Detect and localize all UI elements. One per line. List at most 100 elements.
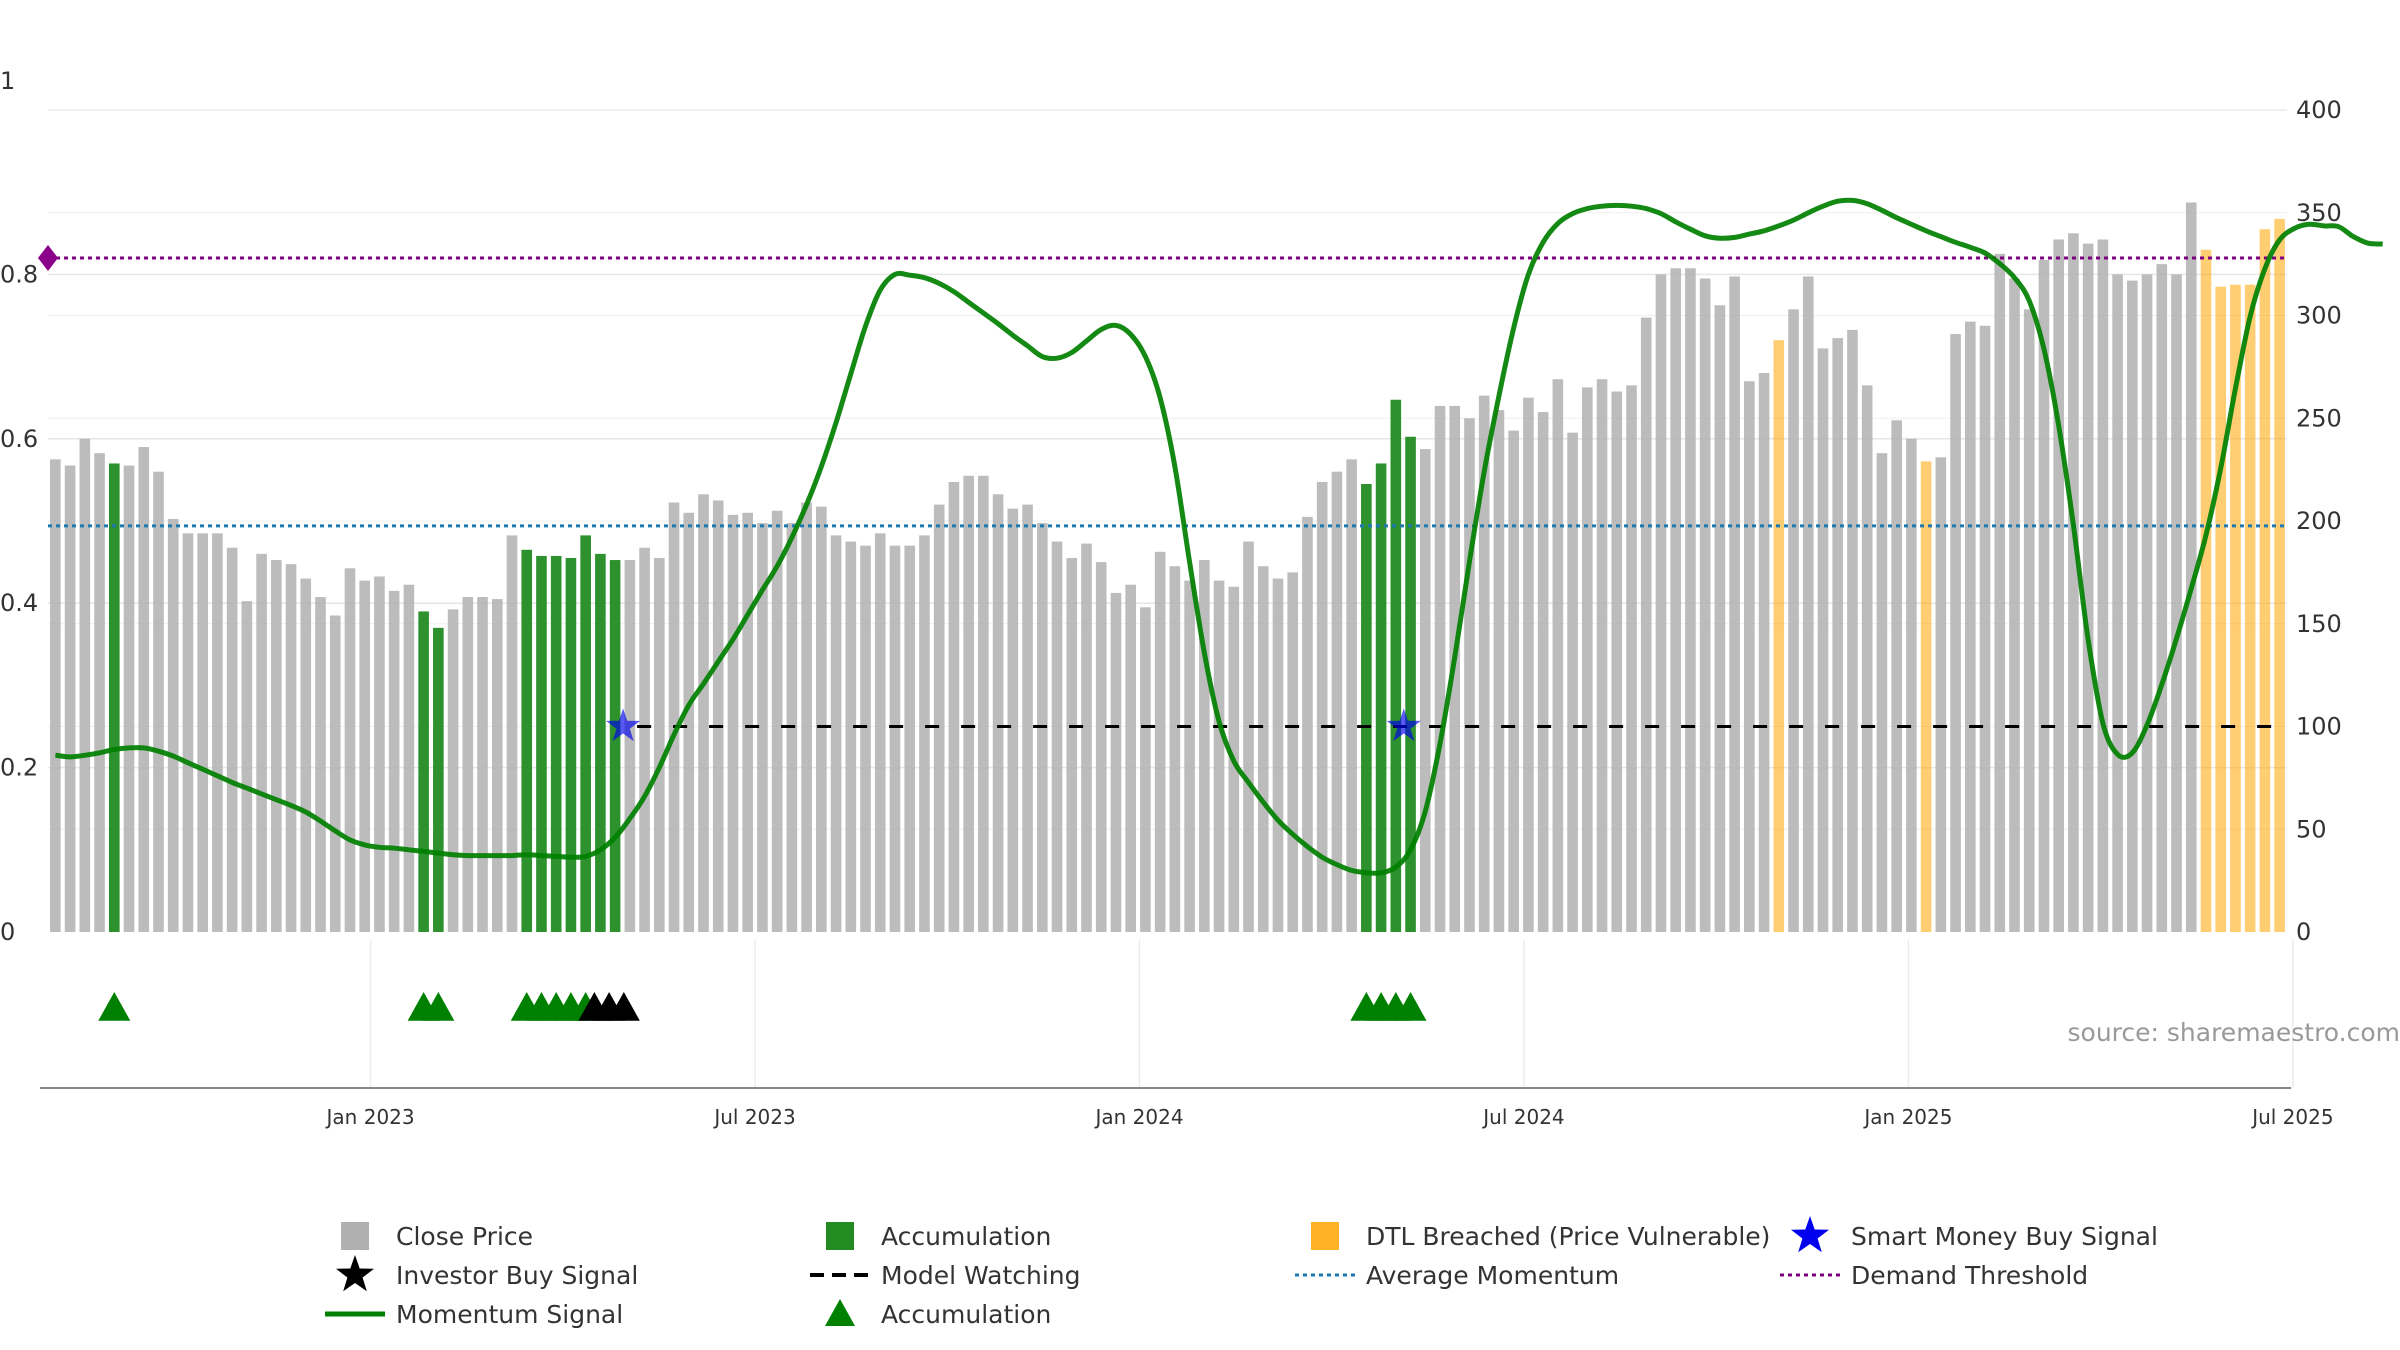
left-tick-label: 0.2 [0,754,38,782]
price-bar [388,590,400,932]
price-bar [698,494,709,932]
price-bar [1891,420,1902,932]
price-bar [978,475,989,932]
price-bar [300,578,312,932]
price-bar [992,494,1004,932]
legend-label: Investor Buy Signal [396,1261,638,1290]
price-bar [948,481,960,932]
dtl-bar [1773,340,1785,932]
right-tick-label: 250 [2296,404,2342,432]
price-bar [727,514,739,932]
legend-item: Average Momentum [1295,1261,1619,1290]
source-label: source: sharemaestro.com [2068,1018,2400,1047]
right-tick-label: 50 [2296,815,2327,843]
price-bar [1213,580,1225,932]
price-bar [1184,580,1195,932]
price-bar [683,512,695,932]
legend: Close Price Accumulation DTL Breached (Pri… [325,1216,2158,1329]
legend-item: Investor Buy Signal [336,1255,638,1292]
right-tick-label: 400 [2296,96,2342,124]
left-tick-label: 0.4 [0,589,38,617]
price-bar [1552,379,1564,933]
price-bar [1758,373,1770,932]
legend-star-icon [1791,1216,1829,1253]
legend-label: DTL Breached (Price Vulnerable) [1366,1222,1770,1251]
price-bar [2097,239,2109,933]
price-bar [2009,278,2020,932]
price-bar [1478,395,1490,932]
price-bar [1523,397,1534,932]
price-bar [1243,541,1254,932]
price-bar [1699,278,1711,932]
accumulation-bar [580,535,591,932]
price-bar [1331,471,1343,932]
price-bar [197,533,208,932]
accumulation-bar [1361,484,1372,932]
price-bar [712,500,724,932]
x-tick-label: Jul 2023 [712,1105,795,1129]
price-bar [1847,329,1858,932]
price-bar [1081,543,1092,932]
price-bar [64,465,76,932]
right-tick-label: 300 [2296,302,2342,330]
price-bar [874,533,886,932]
accumulation-bar [1390,399,1402,932]
x-tick-label: Jan 2023 [325,1105,415,1129]
accumulation-bar [536,555,547,932]
legend-swatch [826,1222,854,1250]
x-tick-label: Jul 2025 [2250,1105,2333,1129]
price-bar [506,535,518,932]
price-bar [344,568,356,932]
x-tick-label: Jul 2024 [1481,1105,1564,1129]
price-bars [50,202,2285,933]
price-bar [654,557,665,932]
price-bar [182,533,194,932]
dtl-bar [2230,284,2241,932]
price-bar [1640,317,1652,932]
legend-label: Accumulation [881,1300,1051,1329]
price-bar [2038,260,2050,932]
right-tick-label: 350 [2296,199,2342,227]
price-bar [1287,572,1299,932]
dtl-bar [2274,218,2285,933]
accumulation-bar [521,549,533,932]
price-bar [1022,504,1033,932]
price-bar [801,502,812,932]
accumulation-triangle [422,992,455,1021]
price-bar [212,533,223,932]
price-bar [1744,381,1755,932]
price-bar [1257,566,1269,932]
price-bar [1110,592,1122,932]
price-bar [1802,276,1814,933]
accumulation-bar [595,553,606,932]
legend-label: Close Price [396,1222,533,1251]
price-bar [1051,541,1063,932]
price-bar [830,535,842,932]
price-bar [1508,430,1519,932]
price-bar [1685,268,1696,932]
demand-threshold-marker [38,244,58,271]
price-bar [359,580,371,932]
legend-item: DTL Breached (Price Vulnerable) [1311,1222,1770,1251]
legend-label: Momentum Signal [396,1300,623,1329]
price-bar [668,502,680,932]
accumulation-triangle [98,992,131,1021]
price-bar [771,510,783,932]
accumulation-bar [550,555,562,932]
price-bar [933,504,945,932]
price-bar [285,564,297,932]
price-bar [271,560,282,932]
accumulation-bar [1375,463,1387,932]
accumulation-bar [609,560,621,932]
price-bar [1729,276,1740,933]
price-bar [1272,578,1284,932]
legend-triangle-icon [825,1299,855,1326]
price-bar [2068,233,2079,933]
price-bar [1861,385,1873,932]
price-bar [1950,333,1961,932]
legend-item: Demand Threshold [1780,1261,2088,1290]
right-tick-label: 0 [2296,918,2311,946]
price-bar [1066,557,1078,932]
x-tick-label: Jan 2024 [1093,1105,1183,1129]
investor-buy-triangle [607,992,640,1021]
